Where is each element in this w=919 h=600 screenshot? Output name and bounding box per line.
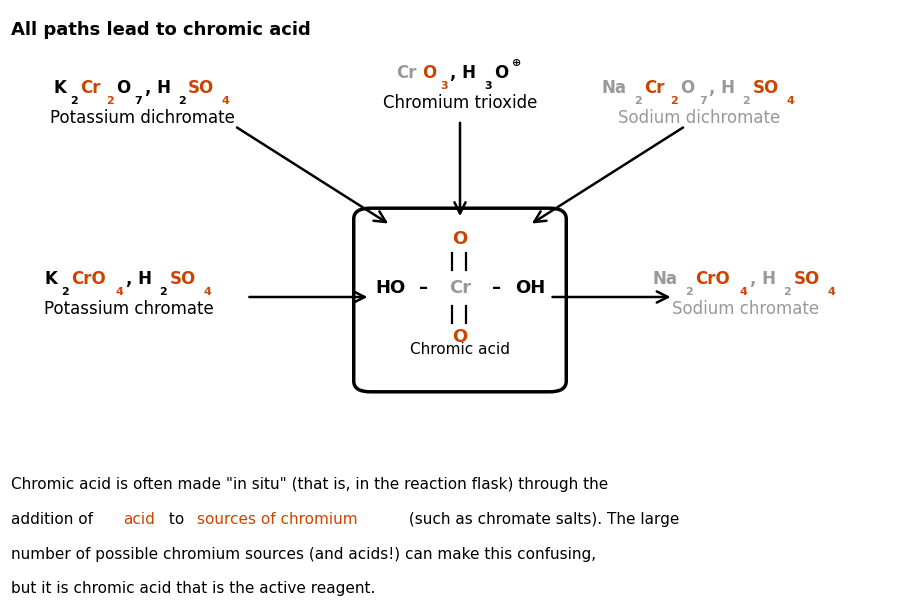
Text: 2: 2	[685, 287, 692, 296]
Text: 2: 2	[633, 96, 641, 106]
Text: K: K	[44, 270, 57, 288]
Text: Na: Na	[652, 270, 677, 288]
Text: K: K	[53, 79, 66, 97]
Text: 2: 2	[61, 287, 69, 296]
Text: –: –	[492, 279, 501, 297]
Text: –: –	[418, 279, 427, 297]
Text: 2: 2	[742, 96, 749, 106]
Text: Cr: Cr	[80, 79, 100, 97]
Text: CrO: CrO	[71, 270, 106, 288]
Text: Cr: Cr	[395, 64, 415, 82]
Text: 2: 2	[670, 96, 677, 106]
Text: Potassium dichromate: Potassium dichromate	[51, 109, 234, 127]
Text: Sodium dichromate: Sodium dichromate	[618, 109, 779, 127]
Text: O: O	[452, 328, 467, 346]
Text: 7: 7	[134, 96, 142, 106]
Text: to: to	[165, 512, 189, 527]
Text: O: O	[422, 64, 436, 82]
Text: 4: 4	[739, 287, 747, 296]
Text: 2: 2	[783, 287, 790, 296]
Text: Cr: Cr	[643, 79, 664, 97]
Text: number of possible chromium sources (and acids!) can make this confusing,: number of possible chromium sources (and…	[11, 547, 596, 562]
Text: , H: , H	[126, 270, 152, 288]
Text: , H: , H	[450, 64, 476, 82]
Text: (such as chromate salts). The large: (such as chromate salts). The large	[403, 512, 678, 527]
Text: but it is chromic acid that is the active reagent.: but it is chromic acid that is the activ…	[11, 581, 375, 596]
Text: O: O	[116, 79, 130, 97]
Text: 2: 2	[178, 96, 186, 106]
Text: Chromium trioxide: Chromium trioxide	[382, 94, 537, 112]
Text: ⊕: ⊕	[512, 58, 521, 68]
Text: 2: 2	[159, 287, 167, 296]
Text: 4: 4	[203, 287, 210, 296]
Text: , H: , H	[709, 79, 734, 97]
FancyBboxPatch shape	[353, 208, 566, 392]
Text: 2: 2	[106, 96, 114, 106]
Text: Chromic acid is often made "in situ" (that is, in the reaction flask) through th: Chromic acid is often made "in situ" (th…	[11, 477, 607, 492]
Text: Chromic acid: Chromic acid	[410, 342, 509, 357]
Text: 4: 4	[826, 287, 834, 296]
Text: SO: SO	[169, 270, 196, 288]
Text: SO: SO	[793, 270, 819, 288]
Text: , H: , H	[749, 270, 776, 288]
Text: Cr: Cr	[448, 279, 471, 297]
Text: HO: HO	[375, 279, 404, 297]
Text: SO: SO	[187, 79, 214, 97]
Text: 3: 3	[483, 81, 491, 91]
Text: 4: 4	[116, 287, 123, 296]
Text: 4: 4	[786, 96, 793, 106]
Text: 2: 2	[70, 96, 77, 106]
Text: , H: , H	[144, 79, 170, 97]
Text: SO: SO	[752, 79, 777, 97]
Text: OH: OH	[515, 279, 544, 297]
Text: Sodium chromate: Sodium chromate	[671, 300, 818, 318]
Text: acid: acid	[123, 512, 154, 527]
Text: Na: Na	[601, 79, 626, 97]
Text: addition of: addition of	[11, 512, 97, 527]
Text: Potassium chromate: Potassium chromate	[44, 300, 213, 318]
Text: 4: 4	[221, 96, 230, 106]
Text: 3: 3	[440, 81, 448, 91]
Text: O: O	[452, 230, 467, 248]
Text: O: O	[494, 64, 507, 82]
Text: sources of chromium: sources of chromium	[197, 512, 357, 527]
Text: O: O	[680, 79, 694, 97]
Text: CrO: CrO	[694, 270, 729, 288]
Text: All paths lead to chromic acid: All paths lead to chromic acid	[11, 21, 311, 39]
Text: 7: 7	[698, 96, 706, 106]
